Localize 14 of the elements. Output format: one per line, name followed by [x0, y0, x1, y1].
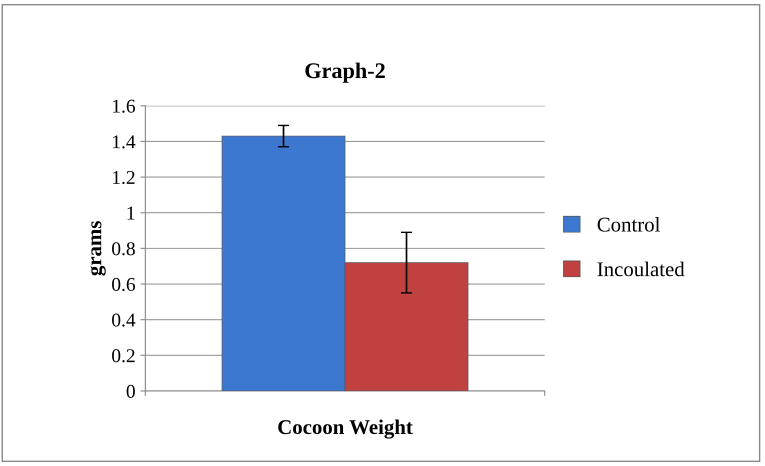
y-tick-label: 0.2 [112, 349, 135, 362]
x-tick-label: Cocoon Weight [278, 419, 413, 439]
y-axis-title: grams [90, 221, 106, 276]
y-tick-label: 0.8 [112, 242, 135, 256]
chart-title: Graph-2 [305, 62, 385, 83]
y-tick-label: 0.4 [112, 313, 136, 327]
legend-label: Incoulated [598, 262, 684, 276]
y-tick-label: 1.2 [113, 170, 135, 184]
y-tick-label: 1.4 [113, 135, 136, 148]
legend-label: Control [598, 216, 660, 232]
y-tick-label: 0 [126, 384, 135, 398]
y-tick-label: 1 [128, 206, 134, 220]
y-tick-label: 0.6 [112, 278, 136, 292]
y-tick-label: 1.6 [113, 100, 136, 113]
